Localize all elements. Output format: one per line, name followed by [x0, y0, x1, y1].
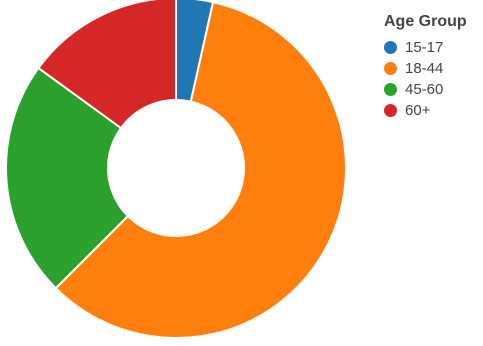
legend-title: Age Group: [384, 13, 467, 30]
legend-swatch-15-17: [384, 41, 397, 54]
legend-label-15-17: 15-17: [405, 39, 444, 56]
legend-item-15-17[interactable]: 15-17: [384, 37, 467, 58]
slice-60-plus[interactable]: [37, 0, 177, 130]
legend-label-45-60: 45-60: [405, 81, 444, 98]
legend-swatch-18-44: [384, 62, 397, 75]
legend-swatch-60-plus: [384, 104, 397, 117]
legend-item-60-plus[interactable]: 60+: [384, 100, 467, 121]
slice-45-60[interactable]: [5, 66, 130, 290]
legend-label-18-44: 18-44: [405, 60, 444, 77]
legend-swatch-45-60: [384, 83, 397, 96]
legend-item-18-44[interactable]: 18-44: [384, 58, 467, 79]
legend-label-60-plus: 60+: [405, 102, 431, 119]
slice-18-44[interactable]: [54, 0, 347, 339]
legend: Age Group 15-17 18-44 45-60 60+: [384, 13, 467, 121]
donut-slices: [5, 0, 347, 339]
legend-item-45-60[interactable]: 45-60: [384, 79, 467, 100]
